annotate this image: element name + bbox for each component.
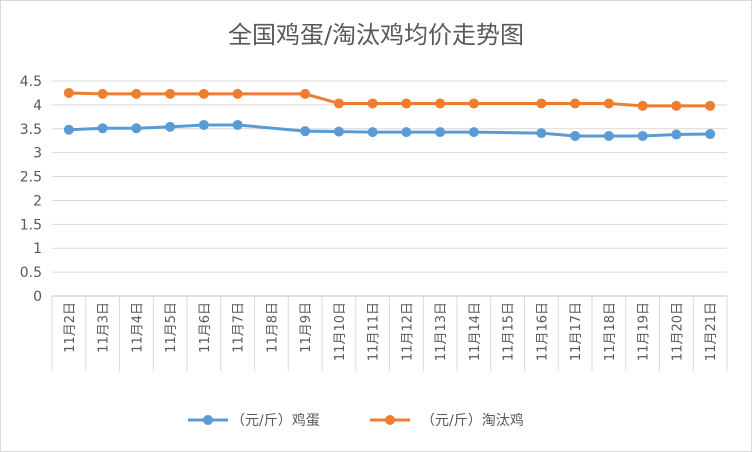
x-tick-label: 11月21日 [704, 302, 719, 361]
data-point [637, 100, 648, 111]
data-point [367, 127, 378, 138]
x-tick-label: 11月16日 [535, 302, 550, 361]
x-tick-label: 11月3日 [97, 302, 112, 353]
y-tick-label: 1.5 [20, 217, 42, 233]
legend-marker [385, 415, 395, 425]
data-point [333, 126, 344, 137]
x-tick-label: 11月14日 [468, 302, 483, 361]
x-tick-label: 11月11日 [367, 302, 382, 361]
x-tick-label: 11月10日 [333, 302, 348, 361]
data-point [333, 98, 344, 109]
series-line-0 [68, 123, 711, 138]
data-point [401, 127, 412, 138]
x-tick-label: 11月7日 [232, 302, 247, 353]
data-point [165, 121, 176, 132]
y-axis-ticks: 0 0.5 1 1.5 2 2.5 3 3.5 4 4.5 [20, 74, 42, 305]
data-point [131, 123, 142, 134]
data-point [63, 124, 74, 135]
x-tick-label: 11月19日 [637, 302, 652, 361]
data-point [300, 126, 311, 137]
data-point [97, 123, 108, 134]
data-point [401, 98, 412, 109]
chart-title: 全国鸡蛋/淘汰鸡均价走势图 [227, 21, 525, 49]
x-tick-label: 11月5日 [164, 302, 179, 353]
data-point [536, 128, 547, 139]
x-tick-label: 11月9日 [299, 302, 314, 353]
data-point [570, 130, 581, 141]
x-tick-label: 11月2日 [63, 302, 78, 353]
data-point [198, 119, 209, 130]
legend: （元/斤）鸡蛋 （元/斤）淘汰鸡 [188, 412, 524, 429]
data-point [300, 88, 311, 99]
x-tick-label: 11月12日 [400, 302, 415, 361]
data-point [570, 98, 581, 109]
series-layer [63, 87, 716, 141]
x-tick-label: 11月17日 [569, 302, 584, 361]
data-point [536, 98, 547, 109]
x-tick-label: 11月13日 [434, 302, 449, 361]
x-tick-label: 11月18日 [603, 302, 618, 361]
legend-label: （元/斤）淘汰鸡 [421, 412, 524, 429]
data-point [97, 88, 108, 99]
x-tick-label: 11月6日 [198, 302, 213, 353]
y-tick-label: 0 [33, 289, 42, 305]
x-tick-label: 11月8日 [265, 302, 280, 353]
data-point [232, 119, 243, 130]
series-line-1 [68, 91, 711, 108]
data-point [165, 88, 176, 99]
legend-label: （元/斤）鸡蛋 [231, 412, 320, 429]
x-tick-label: 11月15日 [502, 302, 517, 361]
y-tick-label: 0.5 [20, 265, 42, 281]
y-tick-label: 3.5 [20, 122, 42, 138]
legend-marker [203, 415, 213, 425]
data-point [232, 88, 243, 99]
data-point [435, 127, 446, 138]
y-tick-label: 4.5 [20, 74, 42, 90]
y-tick-label: 2.5 [20, 170, 42, 186]
y-tick-label: 1 [33, 241, 42, 257]
data-point [705, 129, 716, 140]
y-tick-label: 4 [33, 98, 42, 114]
data-point [367, 98, 378, 109]
x-axis: 11月2日 11月3日 11月4日 11月5日 11月6日 11月7日 11月8日 11月9日… [51, 295, 728, 371]
data-point [603, 98, 614, 109]
x-tick-label: 11月20日 [670, 302, 685, 361]
data-point [468, 98, 479, 109]
data-point [671, 100, 682, 111]
grid-lines [52, 80, 727, 297]
x-tick-label: 11月4日 [130, 302, 145, 353]
data-point [671, 129, 682, 140]
y-tick-label: 3 [33, 146, 42, 162]
data-point [63, 87, 74, 98]
data-point [705, 100, 716, 111]
y-tick-label: 2 [33, 193, 42, 209]
data-point [603, 130, 614, 141]
data-point [198, 88, 209, 99]
data-point [435, 98, 446, 109]
data-point [131, 88, 142, 99]
data-point [637, 130, 648, 141]
data-point [468, 127, 479, 138]
